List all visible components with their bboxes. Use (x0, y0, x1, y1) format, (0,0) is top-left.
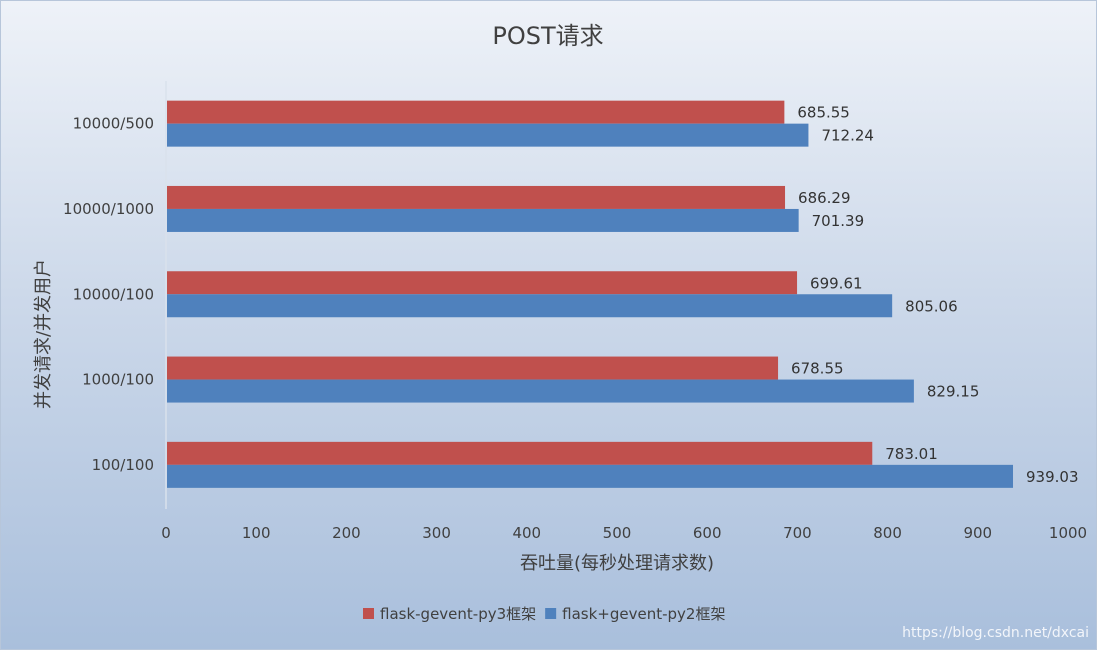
x-tick-label: 700 (783, 524, 812, 542)
y-tick-label: 10000/1000 (63, 200, 154, 218)
y-tick-labels: 10000/500 10000/1000 10000/100 1000/100 100/… (63, 115, 154, 474)
bar-series-2 (167, 208, 799, 232)
bar-series-1 (167, 356, 779, 380)
data-label: 805.06 (905, 297, 958, 315)
data-label: 829.15 (927, 383, 980, 401)
x-tick-label: 1000 (1049, 524, 1087, 542)
bar-series-2 (167, 464, 1014, 488)
bar-series-2 (167, 294, 893, 318)
legend-label: flask+gevent-py2框架 (562, 605, 725, 623)
data-label: 712.24 (821, 127, 874, 145)
x-tick-label: 0 (161, 524, 171, 542)
bars-group (167, 100, 1014, 488)
x-tick-label: 600 (693, 524, 722, 542)
data-label: 685.55 (797, 104, 850, 122)
x-tick-label: 200 (332, 524, 361, 542)
x-tick-label: 500 (603, 524, 632, 542)
x-axis-title: 吞吐量(每秒处理请求数) (520, 553, 714, 574)
bar-series-2 (167, 123, 809, 147)
bar-series-1 (167, 441, 873, 465)
x-tick-label: 100 (242, 524, 271, 542)
x-tick-label: 300 (422, 524, 451, 542)
x-tick-label: 400 (512, 524, 541, 542)
bar-series-1 (167, 271, 798, 295)
data-label: 701.39 (812, 212, 865, 230)
y-tick-label: 100/100 (92, 456, 154, 474)
data-labels-group: 685.55 712.24 686.29 701.39 699.61 805.06 678.… (791, 104, 1078, 486)
legend-label: flask-gevent-py3框架 (380, 605, 536, 623)
x-tick-labels: 0 100 200 300 400 500 600 700 800 900 1000 (161, 524, 1087, 542)
y-tick-label: 10000/100 (73, 285, 154, 303)
x-tick-label: 900 (963, 524, 992, 542)
bar-series-1 (167, 185, 786, 209)
chart-title: POST请求 (492, 22, 603, 50)
data-label: 783.01 (885, 445, 938, 463)
bar-series-1 (167, 100, 785, 124)
data-label: 939.03 (1026, 468, 1079, 486)
data-label: 678.55 (791, 360, 844, 378)
legend-swatch (545, 608, 557, 619)
watermark-text: https://blog.csdn.net/dxcai (902, 625, 1089, 641)
legend: flask-gevent-py3框架 flask+gevent-py2框架 (363, 605, 725, 623)
data-label: 686.29 (798, 189, 851, 207)
y-tick-label: 10000/500 (73, 115, 154, 133)
y-tick-label: 1000/100 (82, 371, 154, 389)
legend-swatch (363, 608, 374, 619)
y-axis-title: 并发请求/并发用户 (33, 259, 54, 409)
x-tick-label: 800 (873, 524, 902, 542)
bar-series-2 (167, 379, 914, 403)
data-label: 699.61 (810, 274, 863, 292)
